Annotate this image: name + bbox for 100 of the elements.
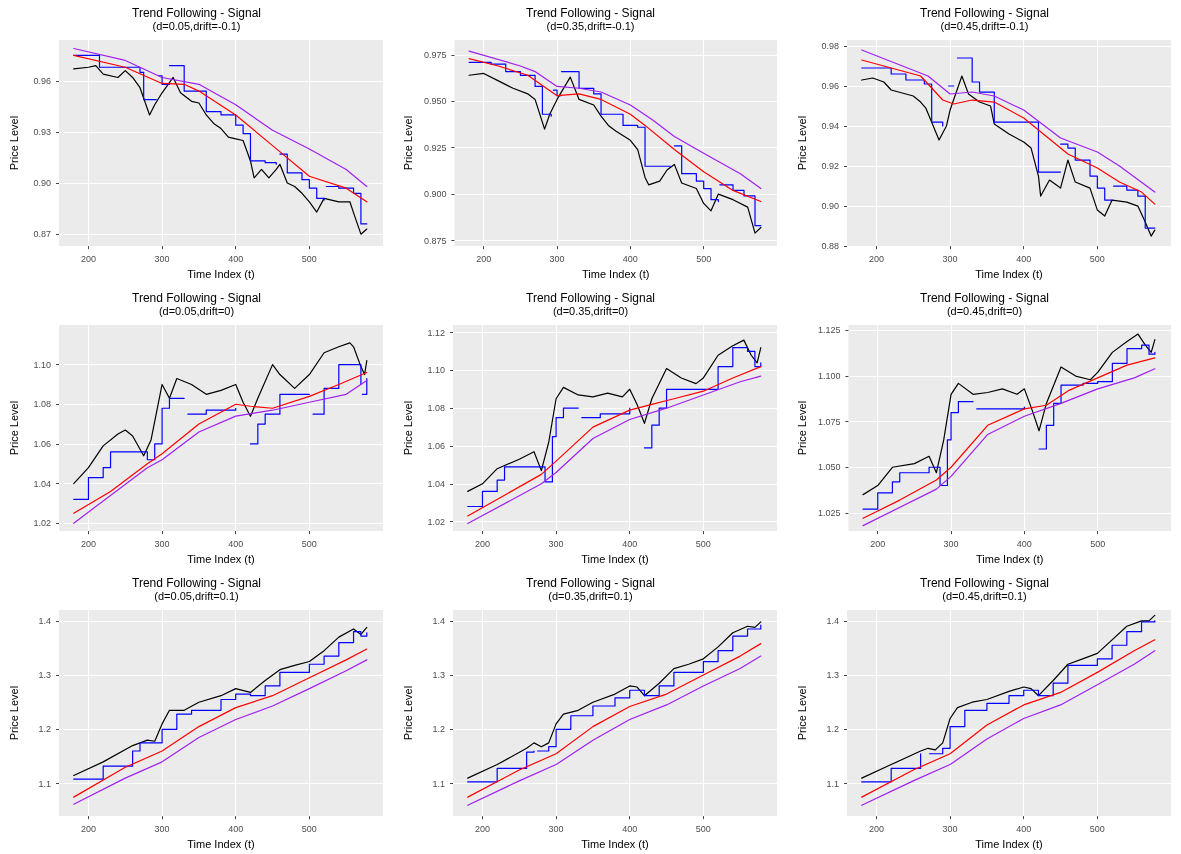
line-series <box>862 333 1156 496</box>
line-series <box>467 339 762 492</box>
x-tick-label: 300 <box>942 823 958 834</box>
y-tick-label: 1.04 <box>427 478 445 489</box>
x-tick-label: 200 <box>868 253 884 264</box>
y-axis-title: Price Level <box>7 400 20 456</box>
y-tick-label: 0.88 <box>821 241 839 252</box>
x-tick-label: 400 <box>1016 823 1032 834</box>
x-tick-label: 300 <box>154 538 170 549</box>
y-tick-label: 0.950 <box>423 96 447 107</box>
line-series <box>73 64 368 235</box>
x-axis-title: Time Index (t) <box>187 267 255 280</box>
x-axis-title: Time Index (t) <box>581 267 650 280</box>
y-tick-label: 0.93 <box>33 126 51 137</box>
chart-title: Trend Following - Signal <box>920 6 1049 20</box>
x-tick-label: 300 <box>549 253 565 264</box>
y-axis-title: Price Level <box>401 400 414 456</box>
chart-subtitle: (d=0.05,drift=-0.1) <box>152 19 241 32</box>
y-tick-label: 1.10 <box>33 359 51 370</box>
y-tick-label: 1.025 <box>817 507 841 518</box>
y-tick-label: 1.1 <box>38 778 51 789</box>
y-tick-label: 1.06 <box>33 438 51 449</box>
y-tick-label: 1.1 <box>432 778 445 789</box>
x-axis-title: Time Index (t) <box>975 267 1043 280</box>
chart-subtitle: (d=0.35,drift=0.1) <box>548 589 633 602</box>
y-tick-label: 1.2 <box>38 724 51 735</box>
x-tick-label: 300 <box>548 823 564 834</box>
x-tick-label: 400 <box>622 253 638 264</box>
chart-title: Trend Following - Signal <box>526 576 655 590</box>
y-tick-label: 0.90 <box>33 178 51 189</box>
y-axis-title: Price Level <box>795 400 808 456</box>
x-tick-label: 200 <box>868 823 884 834</box>
x-tick-label: 400 <box>1016 538 1032 549</box>
line-series <box>861 614 1156 779</box>
x-tick-label: 500 <box>695 823 711 834</box>
y-tick-label: 1.2 <box>826 724 839 735</box>
x-tick-label: 500 <box>301 538 317 549</box>
x-tick-label: 300 <box>154 823 170 834</box>
y-axis-title: Price Level <box>795 685 808 741</box>
y-tick-label: 1.100 <box>817 371 841 382</box>
y-tick-label: 0.975 <box>423 49 447 60</box>
x-axis-title: Time Index (t) <box>975 837 1043 850</box>
chart-subtitle: (d=0.05,drift=0.1) <box>154 589 239 602</box>
y-tick-label: 1.2 <box>432 724 445 735</box>
x-tick-label: 500 <box>1089 823 1105 834</box>
y-tick-label: 1.1 <box>826 778 839 789</box>
x-tick-label: 200 <box>474 823 490 834</box>
x-tick-label: 300 <box>943 538 959 549</box>
x-tick-label: 200 <box>870 538 886 549</box>
y-axis-title: Price Level <box>401 115 414 171</box>
chart-subtitle: (d=0.45,drift=-0.1) <box>940 19 1029 32</box>
y-tick-label: 1.08 <box>33 399 51 410</box>
x-tick-label: 400 <box>228 538 244 549</box>
chart-subtitle: (d=0.45,drift=0.1) <box>942 589 1027 602</box>
y-tick-label: 1.04 <box>33 478 51 489</box>
y-tick-label: 0.96 <box>821 81 839 92</box>
x-tick-label: 400 <box>622 823 638 834</box>
y-tick-label: 1.4 <box>826 615 839 626</box>
x-tick-label: 200 <box>474 538 490 549</box>
y-tick-label: 0.87 <box>33 229 51 240</box>
x-tick-label: 400 <box>1016 253 1032 264</box>
x-tick-label: 300 <box>154 253 170 264</box>
chart-title: Trend Following - Signal <box>526 6 655 20</box>
x-tick-label: 500 <box>695 538 711 549</box>
chart-subtitle: (d=0.35,drift=-0.1) <box>546 19 635 32</box>
y-tick-label: 0.94 <box>821 121 839 132</box>
chart-title: Trend Following - Signal <box>526 291 655 305</box>
x-tick-label: 300 <box>942 253 958 264</box>
y-tick-label: 1.08 <box>427 403 445 414</box>
y-tick-label: 1.3 <box>826 670 839 681</box>
x-tick-label: 500 <box>696 253 712 264</box>
y-tick-label: 0.98 <box>821 41 839 51</box>
x-tick-label: 200 <box>80 823 96 834</box>
y-axis-title: Price Level <box>7 115 20 171</box>
chart-subtitle: (d=0.05,drift=0) <box>158 304 235 317</box>
chart-title: Trend Following - Signal <box>920 291 1049 305</box>
chart-title: Trend Following - Signal <box>920 576 1049 590</box>
line-series <box>73 342 368 485</box>
y-tick-label: 0.925 <box>423 142 447 153</box>
x-axis-title: Time Index (t) <box>975 552 1044 565</box>
y-tick-label: 1.3 <box>38 670 51 681</box>
x-tick-label: 400 <box>228 253 244 264</box>
x-tick-label: 400 <box>622 538 638 549</box>
y-tick-label: 1.075 <box>817 416 841 427</box>
y-tick-label: 1.3 <box>432 670 445 681</box>
chart-subtitle: (d=0.35,drift=0) <box>552 304 629 317</box>
chart-title: Trend Following - Signal <box>132 6 261 20</box>
x-tick-label: 400 <box>228 823 244 834</box>
y-tick-label: 1.4 <box>432 615 445 626</box>
y-axis-title: Price Level <box>7 685 20 741</box>
x-tick-label: 200 <box>80 538 96 549</box>
y-tick-label: 1.4 <box>38 615 51 626</box>
x-axis-title: Time Index (t) <box>187 552 255 565</box>
chart-title: Trend Following - Signal <box>132 576 261 590</box>
x-tick-label: 500 <box>301 823 317 834</box>
x-tick-label: 500 <box>1089 253 1105 264</box>
y-tick-label: 0.92 <box>821 161 839 172</box>
y-tick-label: 0.900 <box>423 189 447 200</box>
y-axis-title: Price Level <box>795 115 808 171</box>
y-tick-label: 1.10 <box>427 365 445 376</box>
